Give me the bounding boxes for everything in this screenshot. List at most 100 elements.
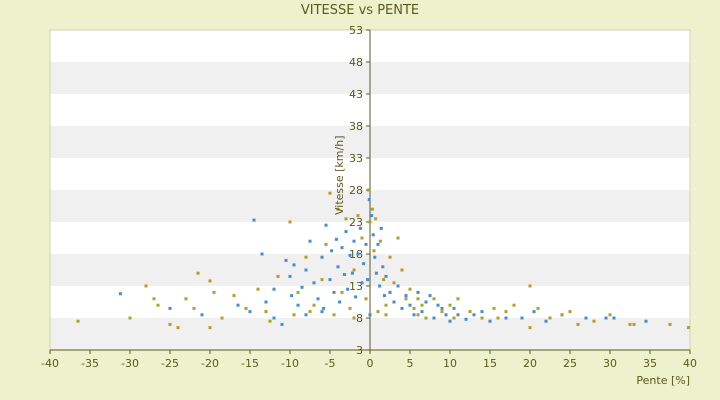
data-point — [412, 313, 416, 317]
data-point — [378, 239, 382, 243]
data-point — [152, 297, 156, 301]
data-point — [400, 268, 404, 272]
x-tick-label: 40 — [683, 357, 697, 370]
data-point — [592, 319, 596, 323]
data-point — [492, 306, 496, 310]
data-point — [420, 310, 424, 314]
data-point — [396, 236, 400, 240]
x-tick-label: -40 — [41, 357, 59, 370]
data-point — [290, 294, 294, 298]
x-tick-label: -30 — [121, 357, 139, 370]
data-point — [342, 273, 346, 276]
data-point — [432, 316, 436, 320]
data-point — [432, 297, 436, 301]
y-tick-label: 18 — [349, 248, 363, 261]
data-point — [367, 198, 371, 202]
x-tick-label: 25 — [563, 357, 577, 370]
data-point — [284, 258, 288, 262]
data-point — [404, 297, 408, 301]
data-point — [366, 188, 370, 192]
x-tick-label: -10 — [281, 357, 299, 370]
data-point — [376, 242, 380, 246]
data-point — [376, 310, 380, 314]
x-tick-label: 30 — [603, 357, 617, 370]
data-point — [396, 284, 400, 288]
y-tick-label: 33 — [349, 152, 363, 165]
data-point — [256, 287, 260, 291]
x-tick-label: 10 — [443, 357, 457, 370]
data-point — [346, 287, 350, 291]
data-point — [452, 316, 456, 320]
data-point — [128, 316, 132, 320]
data-point — [532, 310, 536, 314]
data-point — [320, 255, 324, 259]
data-point — [536, 306, 540, 310]
data-point — [440, 310, 444, 314]
data-point — [388, 255, 392, 259]
data-point — [382, 294, 386, 298]
data-point — [192, 306, 196, 310]
data-point — [560, 313, 564, 317]
data-point — [456, 297, 460, 301]
data-point — [368, 313, 372, 317]
data-point — [464, 317, 468, 321]
data-point — [252, 218, 256, 222]
data-point — [268, 319, 272, 323]
x-tick-label: 0 — [367, 357, 374, 370]
data-point — [336, 265, 340, 269]
data-point — [480, 316, 484, 320]
data-point — [272, 316, 276, 320]
data-points — [76, 188, 690, 330]
data-point — [332, 313, 336, 317]
data-point — [381, 265, 385, 269]
data-point — [304, 268, 308, 272]
x-tick-label: -35 — [81, 357, 99, 370]
data-point — [568, 310, 572, 314]
data-point — [320, 278, 324, 282]
y-tick-label: 13 — [349, 280, 363, 293]
x-tick-label: 15 — [483, 357, 497, 370]
data-point — [272, 287, 276, 291]
data-point — [420, 303, 424, 307]
data-point — [456, 313, 460, 317]
data-point — [372, 249, 376, 253]
x-tick-label: -20 — [201, 357, 219, 370]
data-point — [352, 268, 356, 272]
y-tick-label: 48 — [349, 56, 363, 69]
data-point — [468, 310, 472, 314]
x-tick-label: -15 — [241, 357, 259, 370]
data-point — [358, 226, 362, 230]
data-point — [352, 316, 356, 320]
data-point — [328, 278, 332, 282]
data-point — [260, 252, 264, 256]
data-point — [328, 191, 332, 195]
data-point — [304, 313, 308, 317]
x-tick-label: 5 — [407, 357, 414, 370]
data-point — [378, 284, 382, 288]
data-point — [686, 326, 690, 330]
data-point — [288, 220, 292, 224]
data-point — [356, 214, 360, 218]
data-point — [200, 313, 204, 317]
y-tick-label: 43 — [349, 88, 363, 101]
data-point — [488, 319, 492, 323]
data-point — [220, 316, 224, 320]
data-point — [480, 310, 484, 314]
data-point — [304, 255, 308, 259]
data-point — [392, 281, 396, 285]
data-point — [379, 226, 383, 230]
data-point — [370, 214, 374, 218]
data-point — [644, 319, 648, 323]
data-point — [368, 220, 372, 224]
data-point — [416, 297, 420, 301]
data-point — [374, 217, 378, 221]
data-point — [144, 284, 148, 288]
data-point — [608, 313, 612, 317]
data-point — [312, 281, 316, 285]
data-point — [408, 303, 412, 307]
axes: -40 -35 -30 -25 -20 -15 -10 -5 0 5 10 15 20 25 30 35 40 3… — [41, 24, 697, 370]
data-point — [424, 300, 428, 304]
data-point — [168, 306, 172, 310]
